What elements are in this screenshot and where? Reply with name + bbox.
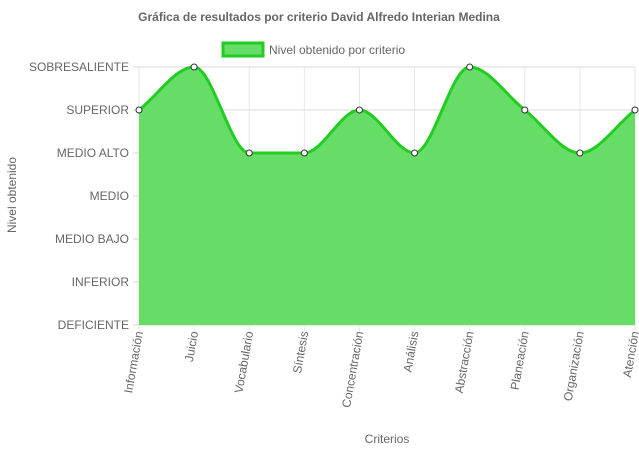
data-point[interactable]	[355, 106, 363, 114]
data-point[interactable]	[576, 149, 584, 157]
data-point[interactable]	[190, 63, 198, 71]
data-point[interactable]	[245, 149, 253, 157]
x-tick-label: Información	[121, 330, 146, 394]
data-point[interactable]	[411, 149, 419, 157]
x-tick-label: Síntesis	[290, 330, 311, 374]
series-line	[138, 65, 636, 155]
x-tick-label: Planeación	[508, 330, 532, 391]
y-axis-ticks: DEFICIENTE INFERIOR MEDIO BAJO MEDIO MEDIO A…	[29, 60, 129, 332]
y-axis-title: Nivel obtenido	[5, 157, 19, 233]
data-point[interactable]	[521, 106, 529, 114]
x-tick-label: Análisis	[401, 330, 422, 373]
plot-area	[138, 65, 636, 325]
x-tick-label: Atención	[620, 330, 639, 378]
y-tick-label: MEDIO	[90, 189, 129, 203]
y-tick-label: SOBRESALIENTE	[29, 60, 129, 74]
y-tick-label: MEDIO BAJO	[55, 232, 129, 246]
x-tick-label: Abstracción	[452, 330, 477, 394]
data-points	[135, 63, 639, 157]
y-tick-label: DEFICIENTE	[58, 318, 129, 332]
chart-title: Gráfica de resultados por criterio David…	[138, 10, 500, 24]
legend-label: Nivel obtenido por criterio	[269, 43, 405, 57]
data-point[interactable]	[135, 106, 143, 114]
data-point[interactable]	[466, 63, 474, 71]
y-tick-label: SUPERIOR	[66, 103, 129, 117]
y-tick-label: INFERIOR	[72, 275, 130, 289]
legend-swatch	[221, 41, 265, 58]
x-tick-label: Vocabulario	[231, 330, 256, 395]
x-axis-ticks: Información Juicio Vocabulario Síntesis Conc…	[121, 330, 639, 409]
legend[interactable]: Nivel obtenido por criterio	[221, 41, 405, 58]
series-area	[139, 67, 635, 325]
x-tick-label: Juicio	[182, 330, 201, 363]
x-tick-label: Concentración	[339, 330, 366, 409]
data-point[interactable]	[300, 149, 308, 157]
data-point[interactable]	[631, 106, 639, 114]
x-tick-label: Organización	[561, 330, 587, 402]
y-tick-label: MEDIO ALTO	[57, 146, 129, 160]
x-axis-title: Criterios	[365, 432, 410, 446]
